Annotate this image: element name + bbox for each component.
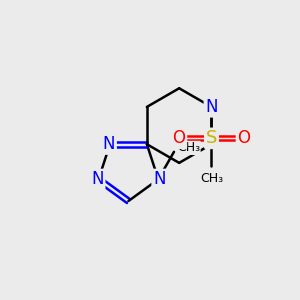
Text: N: N [205,98,218,116]
Text: O: O [237,129,250,147]
Text: O: O [172,129,186,147]
Text: CH₃: CH₃ [177,141,200,154]
Text: N: N [103,135,115,153]
Text: CH₃: CH₃ [200,172,223,185]
Text: S: S [206,129,217,147]
Text: N: N [153,170,166,188]
Text: N: N [91,170,104,188]
